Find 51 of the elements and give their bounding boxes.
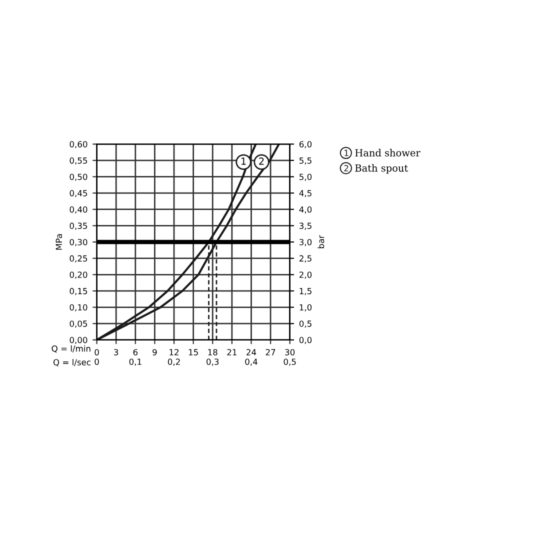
y2-tick-label: 0,5: [299, 320, 312, 328]
y-tick-label: 0,55: [70, 157, 88, 165]
x-tick-label: 18: [208, 349, 218, 356]
x-tick-label: 27: [266, 349, 276, 356]
y2-tick-label: 4,0: [299, 206, 312, 214]
y2-tick-label: 0,0: [299, 336, 312, 344]
y2-tick-label: 2,0: [299, 272, 312, 279]
x2-tick-label: 0,3: [206, 358, 219, 366]
x2-tick-label: 0,5: [284, 358, 296, 366]
y-tick-label: 0,05: [70, 320, 88, 328]
y-tick-label: 0,10: [70, 304, 88, 312]
x-tick-label: 9: [152, 349, 157, 356]
x-tick-label: 21: [227, 349, 236, 356]
y2-axis-title: bar: [318, 235, 324, 248]
y2-tick-label: 2,5: [299, 255, 312, 262]
y2-tick-label: 3,0: [300, 238, 312, 246]
y-tick-label: 0,45: [70, 190, 88, 198]
y-tick-label: 0,00: [70, 336, 88, 344]
y-tick-label: 0,35: [70, 222, 88, 230]
y-tick-label: 0,15: [70, 288, 88, 296]
y2-tick-label: 5,5: [300, 158, 312, 165]
x-tick-label: 30: [285, 349, 295, 356]
y-tick-label: 0,30: [70, 238, 88, 246]
y2-tick-label: 6,0: [299, 141, 312, 148]
y-tick-label: 0,50: [70, 174, 88, 181]
y-tick-label: 0,25: [70, 255, 88, 262]
y-tick-label: 0,60: [70, 141, 88, 148]
x2-tick-label: 0: [94, 358, 99, 365]
x-tick-label: 0: [94, 349, 99, 356]
x-tick-label: 24: [246, 349, 256, 356]
y2-tick-label: 1,0: [300, 304, 312, 312]
x2-axis-title: Q = l/sec: [53, 358, 90, 366]
x2-tick-label: 0,1: [129, 358, 142, 366]
y2-tick-label: 4,5: [299, 190, 312, 198]
x-tick-label: 15: [188, 349, 198, 356]
x-tick-label: 12: [170, 349, 178, 356]
x-axis-title: Q = l/min: [52, 345, 90, 353]
y-tick-label: 0,40: [70, 206, 88, 214]
annotation: 1: [241, 158, 246, 165]
y-axis-title: MPa: [56, 234, 62, 250]
x-tick-label: 6: [133, 349, 138, 356]
legend-label: Hand shower: [355, 148, 420, 156]
annotation: 2: [259, 158, 264, 165]
y2-tick-label: 1,5: [300, 288, 312, 296]
y-tick-label: 0,20: [70, 272, 88, 279]
x-tick-label: 3: [114, 349, 118, 356]
y2-tick-label: 3,5: [300, 222, 312, 230]
legend-label: Bath spout: [355, 164, 408, 174]
x2-tick-label: 0,4: [245, 358, 258, 366]
y2-tick-label: 5,0: [300, 174, 312, 181]
x2-tick-label: 0,2: [168, 358, 180, 366]
